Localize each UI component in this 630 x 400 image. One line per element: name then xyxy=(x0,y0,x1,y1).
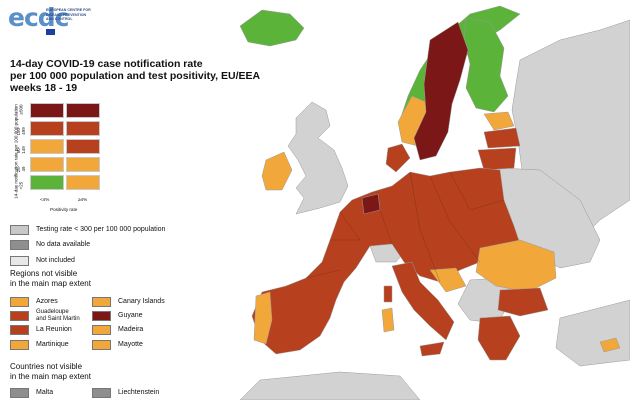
azores-swatch xyxy=(10,297,29,307)
sardinia xyxy=(381,307,395,333)
title-line-3: weeks 18 - 19 xyxy=(10,82,78,94)
not-included-label: Not included xyxy=(36,257,75,264)
matrix-cell xyxy=(66,139,100,154)
martinique-swatch xyxy=(10,340,29,350)
matrix-cell xyxy=(30,175,64,190)
croatia xyxy=(429,267,467,293)
mayotte-swatch xyxy=(92,340,111,350)
romania xyxy=(475,239,557,293)
liechtenstein-swatch xyxy=(92,388,111,398)
title-line-1: 14-day COVID-19 case notification rate xyxy=(10,58,203,70)
ireland xyxy=(261,151,293,191)
la-reunion-swatch xyxy=(10,325,29,335)
matrix-x-tick: <4% xyxy=(40,197,50,202)
matrix-cell xyxy=(30,121,64,136)
liechtenstein-label: Liechtenstein xyxy=(118,389,160,396)
not-included-swatch xyxy=(10,256,29,266)
title-line-2: per 100 000 population and test positivi… xyxy=(10,70,261,82)
cyprus xyxy=(599,337,621,353)
matrix-y-tick: 25-49 xyxy=(16,165,26,173)
logo-wordmark: ecdc xyxy=(8,3,69,32)
logo-subtitle: EUROPEAN CENTRE FOR DISEASE PREVENTION A… xyxy=(46,8,91,22)
malta-label: Malta xyxy=(36,389,54,396)
azores-label: Azores xyxy=(36,298,58,305)
sicily xyxy=(419,341,445,357)
denmark xyxy=(385,143,411,173)
matrix-cell xyxy=(66,121,100,136)
canary-islands-swatch xyxy=(92,297,111,307)
mayotte-label: Mayotte xyxy=(118,341,143,348)
la-reunion-label: La Reunion xyxy=(36,326,72,333)
matrix-y-tick: ≥500 xyxy=(18,104,24,115)
turkey-landmass xyxy=(555,299,630,367)
corsica xyxy=(383,285,393,303)
lithuania xyxy=(477,147,517,171)
eu-flag-icon xyxy=(46,29,55,35)
north-africa-landmass xyxy=(239,371,421,400)
matrix-cell xyxy=(30,157,64,172)
map-title: 14-day COVID-19 case notification rate p… xyxy=(10,58,260,94)
matrix-cell xyxy=(66,175,100,190)
regions-heading: Regions not visible in the main map exte… xyxy=(10,269,91,288)
sweden xyxy=(413,21,469,161)
no-data-label: No data available xyxy=(36,241,91,248)
matrix-cell xyxy=(66,157,100,172)
testing-rate-label: Testing rate < 300 per 100 000 populatio… xyxy=(36,226,166,233)
no-data-swatch xyxy=(10,240,29,250)
greece xyxy=(477,315,521,361)
matrix-cell xyxy=(30,103,64,118)
finland xyxy=(463,17,509,113)
matrix-x-tick: ≥4% xyxy=(78,197,88,202)
matrix-y-tick: <25 xyxy=(18,181,24,190)
latvia xyxy=(483,127,521,149)
guyane-swatch xyxy=(92,311,111,321)
matrix-cell xyxy=(66,103,100,118)
testing-rate-swatch xyxy=(10,225,29,235)
portugal xyxy=(253,291,273,345)
matrix-y-tick: 50-149 xyxy=(16,146,26,154)
ecdc-logo: ecdc EUROPEAN CENTRE FOR DISEASE PREVENT… xyxy=(8,3,92,39)
canary-islands-label: Canary Islands xyxy=(118,298,165,305)
uk-landmass xyxy=(287,101,349,215)
matrix-x-axis-label: Positivity rate xyxy=(50,207,78,212)
bulgaria xyxy=(497,287,549,317)
matrix-y-tick: 150-499 xyxy=(16,126,26,136)
guadeloupe-swatch xyxy=(10,311,29,321)
madeira-swatch xyxy=(92,325,111,335)
guadeloupe-label: Guadeloupe and Saint Martin xyxy=(36,309,80,322)
estonia xyxy=(483,111,515,131)
positivity-matrix xyxy=(30,103,102,193)
matrix-cell xyxy=(30,139,64,154)
malta-swatch xyxy=(10,388,29,398)
madeira-label: Madeira xyxy=(118,326,144,333)
guyane-label: Guyane xyxy=(118,312,143,319)
countries-heading: Countries not visible in the main map ex… xyxy=(10,362,91,381)
iceland xyxy=(239,9,305,47)
martinique-label: Martinique xyxy=(36,341,69,348)
italy xyxy=(391,261,455,341)
